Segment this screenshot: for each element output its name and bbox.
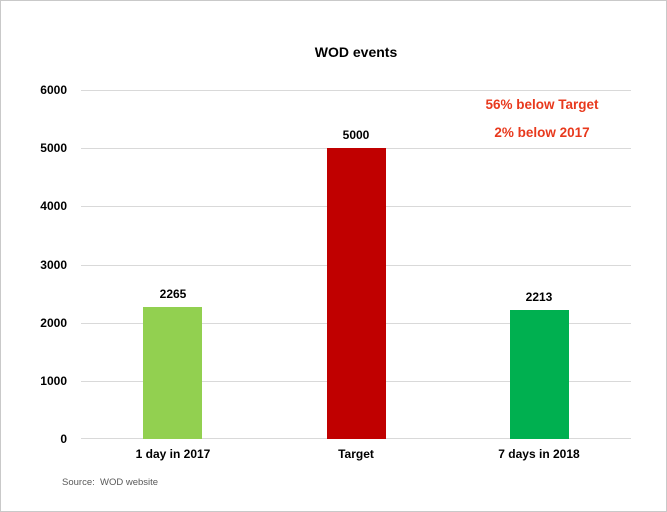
gridline (81, 90, 631, 91)
x-tick-label: Target (338, 447, 374, 461)
chart-title: WOD events (314, 44, 398, 60)
annotation-block: 56% below Target 2% below 2017 (471, 96, 613, 152)
bar (510, 310, 569, 439)
y-tick-label: 3000 (40, 258, 67, 272)
y-tick-label: 2000 (40, 316, 67, 330)
bar (143, 307, 202, 439)
source-note: Source: WOD website (62, 477, 159, 488)
y-tick-label: 1000 (40, 374, 67, 388)
bar-value-label: 2213 (525, 290, 553, 304)
x-tick-label: 7 days in 2018 (498, 447, 580, 461)
plot-area: 2265 5000 2213 (81, 90, 631, 439)
annotation-below-target: 56% below Target (485, 97, 599, 112)
bar-value-label: 2265 (159, 287, 187, 301)
x-tick-label: 1 day in 2017 (135, 447, 211, 461)
annotation-below-2017: 2% below 2017 (494, 125, 590, 140)
y-tick-label: 5000 (40, 141, 67, 155)
y-tick-label: 6000 (40, 83, 67, 97)
y-tick-label: 0 (60, 432, 67, 446)
y-tick-label: 4000 (40, 199, 67, 213)
bar (327, 148, 386, 439)
bar-value-label: 5000 (342, 128, 370, 142)
